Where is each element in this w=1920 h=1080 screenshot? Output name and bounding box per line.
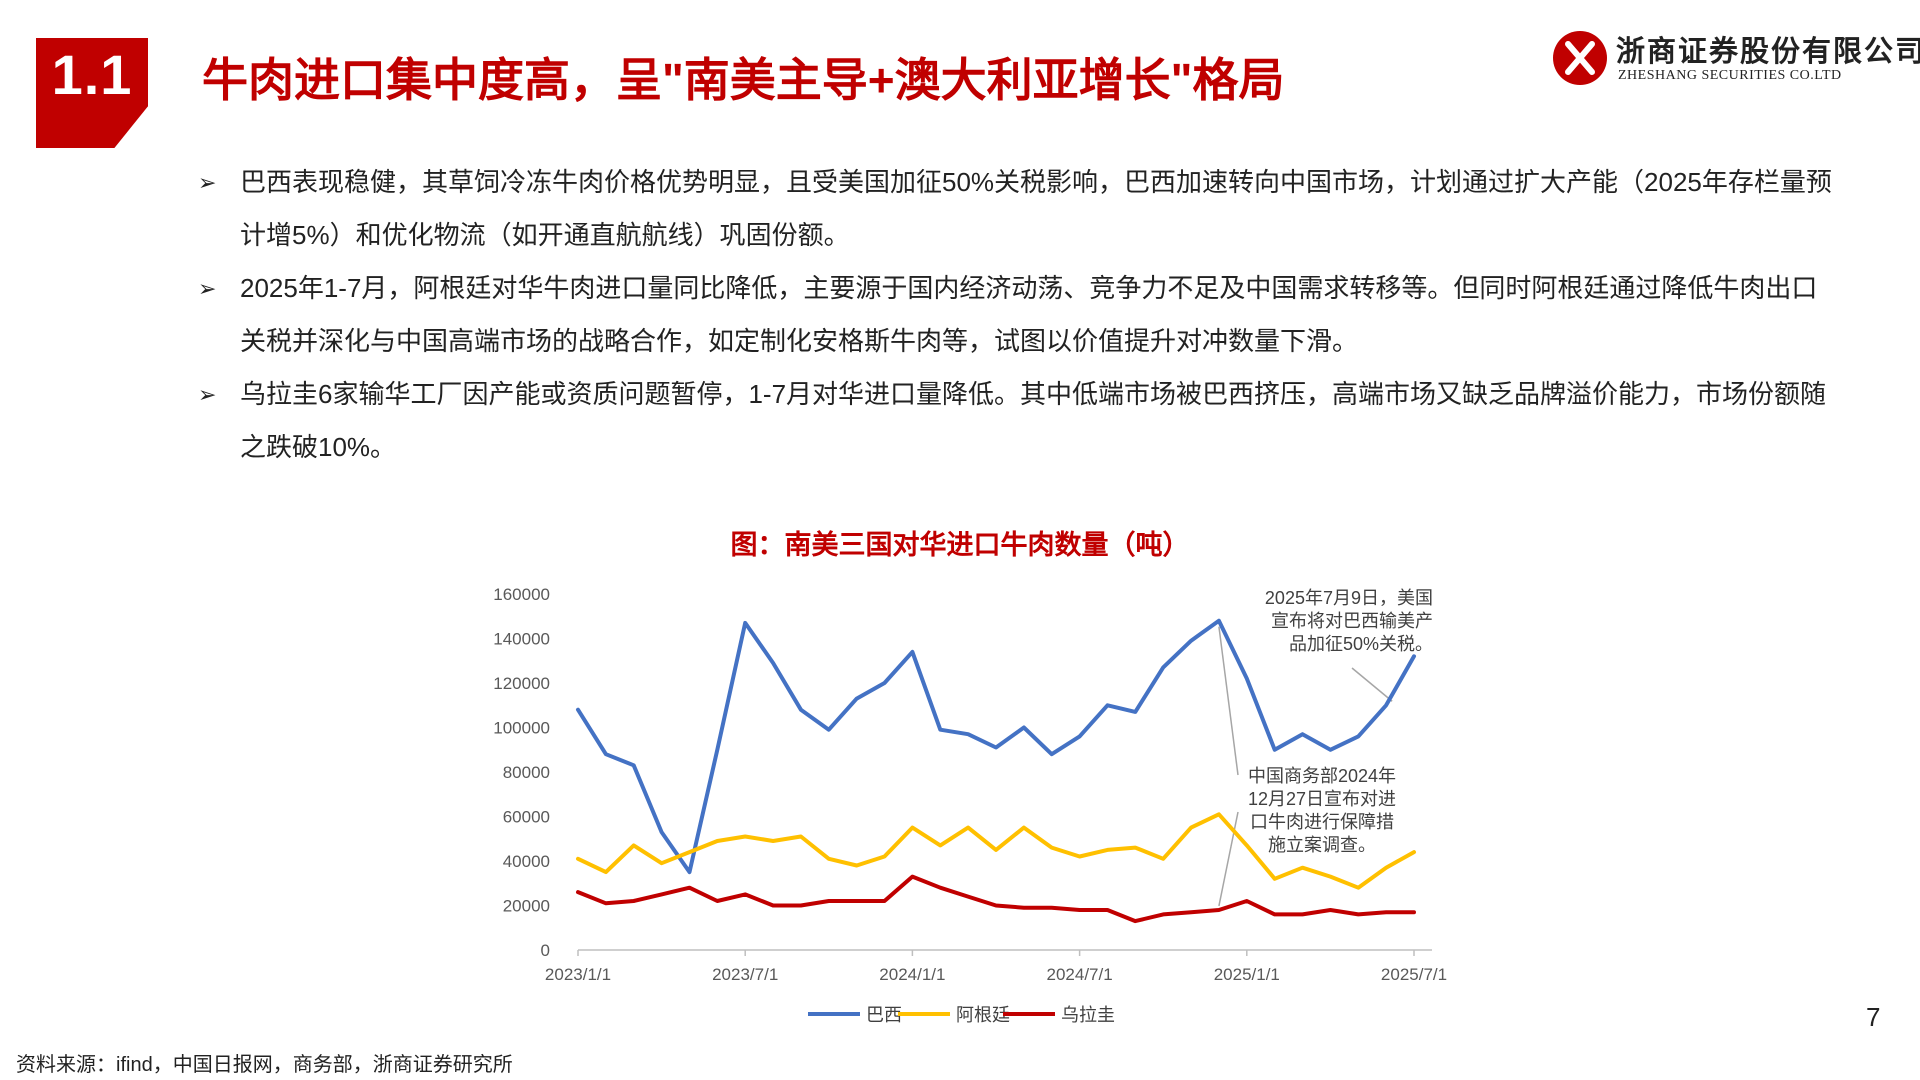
bullet-item: ➢ 乌拉圭6家输华工厂因产能或资质问题暂停，1-7月对华进口量降低。其中低端市场… <box>194 368 1834 474</box>
logo-name-en: ZHESHANG SECURITIES CO.LTD <box>1618 68 1842 83</box>
x-tick-label: 2024/7/1 <box>1047 965 1113 984</box>
legend-label: 阿根廷 <box>956 1005 1010 1025</box>
source-note: 资料来源：ifind，中国日报网，商务部，浙商证券研究所 <box>16 1054 513 1076</box>
bullet-text: 巴西表现稳健，其草饲冷冻牛肉价格优势明显，且受美国加征50%关税影响，巴西加速转… <box>240 167 1832 250</box>
annotation-leader-line <box>1351 667 1393 702</box>
x-tick-label: 2025/7/1 <box>1381 965 1447 984</box>
legend-label: 乌拉圭 <box>1061 1005 1115 1025</box>
bullet-item: ➢ 巴西表现稳健，其草饲冷冻牛肉价格优势明显，且受美国加征50%关税影响，巴西加… <box>194 156 1834 262</box>
y-tick-label: 120000 <box>493 674 550 693</box>
zheshang-logo-icon <box>1553 31 1607 85</box>
logo-name-cn: 浙商证券股份有限公司 <box>1616 36 1920 68</box>
section-badge: 1.1 <box>36 38 148 148</box>
x-tick-label: 2023/1/1 <box>545 965 611 984</box>
y-tick-label: 20000 <box>503 897 550 916</box>
page-number: 7 <box>1866 1002 1881 1032</box>
x-tick-label: 2024/1/1 <box>879 965 945 984</box>
annotation-text: 品加征50%关税。 <box>1289 634 1433 654</box>
bullet-text: 乌拉圭6家输华工厂因产能或资质问题暂停，1-7月对华进口量降低。其中低端市场被巴… <box>240 379 1827 462</box>
x-tick-label: 2025/1/1 <box>1214 965 1280 984</box>
x-tick-label: 2023/7/1 <box>712 965 778 984</box>
annotation-text: 宣布将对巴西输美产 <box>1271 611 1433 631</box>
bullet-list: ➢ 巴西表现稳健，其草饲冷冻牛肉价格优势明显，且受美国加征50%关税影响，巴西加… <box>194 156 1834 474</box>
y-tick-label: 40000 <box>503 852 550 871</box>
arrow-bullet-icon: ➢ <box>198 276 217 301</box>
annotation-leader-line <box>1218 626 1239 776</box>
series-line-阿根廷 <box>576 812 1416 890</box>
y-tick-label: 140000 <box>493 630 550 649</box>
line-chart: 0 20000 40000 60000 80000 100000 120000 140000 1… <box>493 585 1447 1025</box>
y-tick-label: 60000 <box>503 808 550 827</box>
annotation-text: 12月27日宣布对进 <box>1248 789 1396 809</box>
annotation-text: 中国商务部2024年 <box>1248 766 1396 786</box>
annotation-text: 口牛肉进行保障措 <box>1250 812 1394 832</box>
legend-label: 巴西 <box>866 1005 902 1025</box>
series-line-乌拉圭 <box>576 874 1416 924</box>
series-line-巴西 <box>576 618 1416 875</box>
arrow-bullet-icon: ➢ <box>198 382 217 407</box>
bullet-text: 2025年1-7月，阿根廷对华牛肉进口量同比降低，主要源于国内经济动荡、竞争力不… <box>240 273 1818 356</box>
annotation-leader-line <box>1218 811 1239 907</box>
chart-title: 图：南美三国对华进口牛肉数量（吨） <box>730 530 1190 560</box>
y-tick-label: 80000 <box>503 763 550 782</box>
y-tick-label: 160000 <box>493 585 550 604</box>
page-title: 牛肉进口集中度高，呈"南美主导+澳大利亚增长"格局 <box>202 54 1285 106</box>
company-logo: 浙商证券股份有限公司 ZHESHANG SECURITIES CO.LTD <box>1552 28 1920 90</box>
y-tick-label: 0 <box>541 941 550 960</box>
bullet-item: ➢ 2025年1-7月，阿根廷对华牛肉进口量同比降低，主要源于国内经济动荡、竞争… <box>194 262 1834 368</box>
annotation-text: 施立案调查。 <box>1268 835 1376 855</box>
section-number: 1.1 <box>51 43 133 106</box>
y-tick-label: 100000 <box>493 719 550 738</box>
arrow-bullet-icon: ➢ <box>198 170 217 195</box>
annotation-text: 2025年7月9日，美国 <box>1265 588 1433 608</box>
